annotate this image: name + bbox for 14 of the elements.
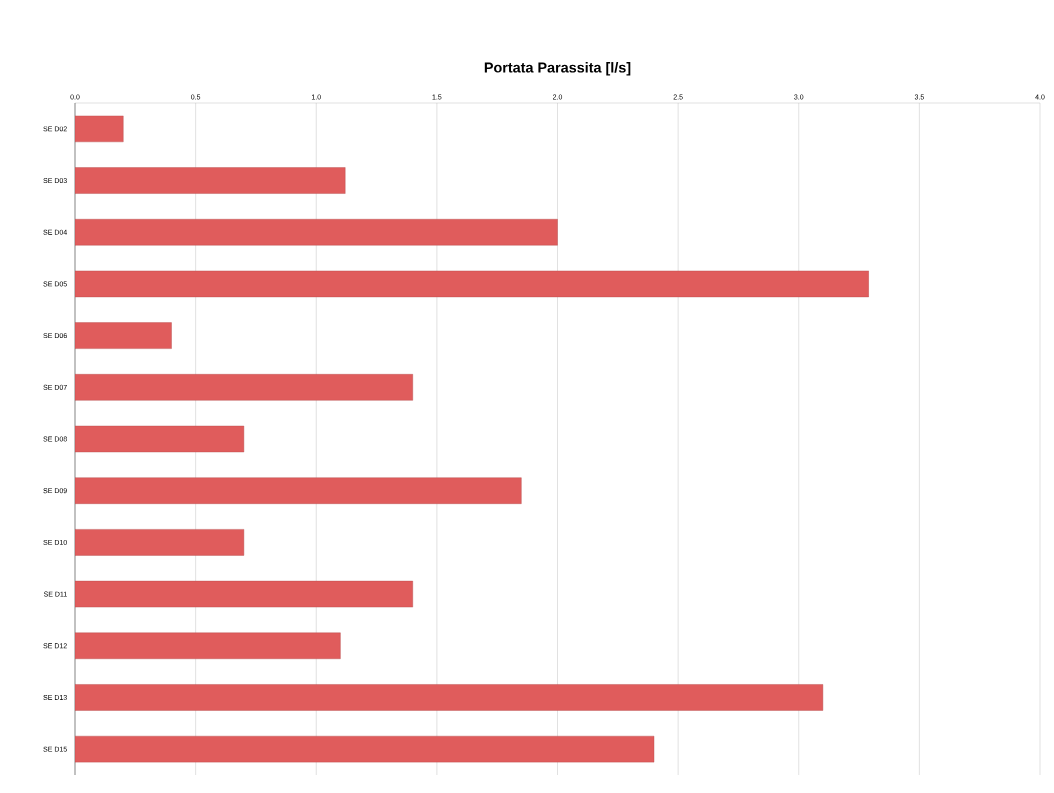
bar: [75, 115, 124, 143]
bar: [75, 735, 655, 763]
bar: [75, 632, 341, 659]
chart-title: Portata Parassita [l/s]: [484, 62, 631, 76]
bar: [75, 374, 413, 401]
bar: [75, 219, 558, 246]
bar: [75, 477, 522, 504]
bar: [75, 425, 245, 453]
bar: [75, 529, 245, 556]
bar: [75, 167, 346, 194]
bar: [75, 270, 869, 298]
bar: [75, 684, 824, 711]
bar: [75, 580, 413, 608]
bar: [75, 322, 172, 349]
